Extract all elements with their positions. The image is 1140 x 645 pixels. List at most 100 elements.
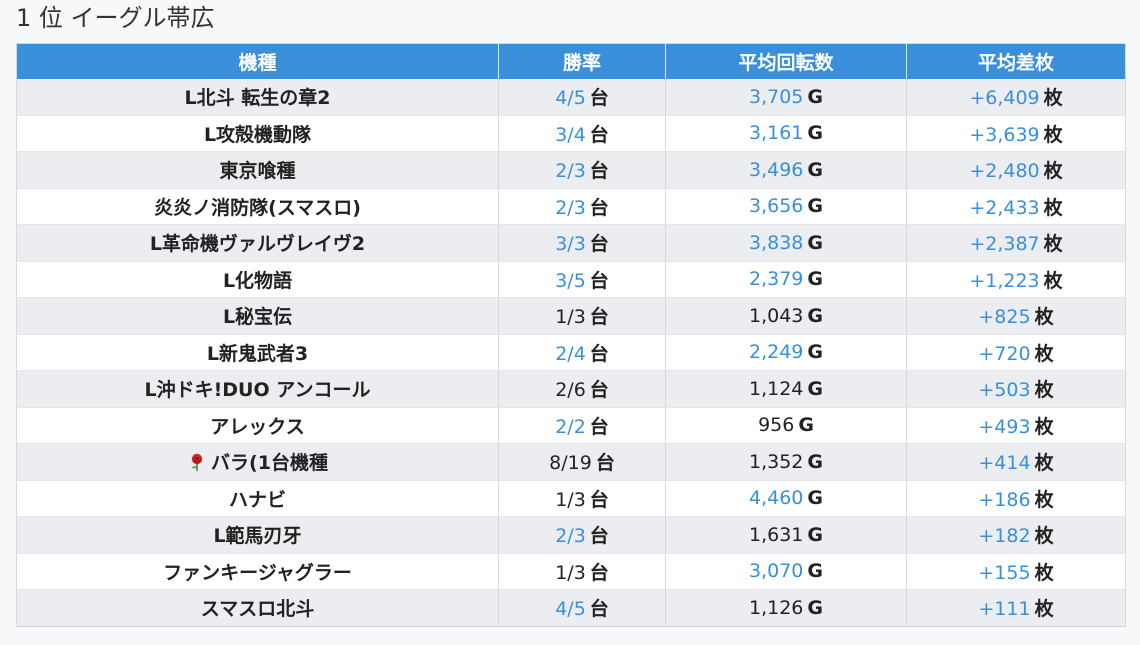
table-row[interactable]: L沖ドキ!DUO アンコール 2/6 台 1,124 G +503 枚 xyxy=(16,370,1126,408)
avg-spins-cell-unit: G xyxy=(807,195,823,218)
table-row[interactable]: L化物語 3/5 台 2,379 G +1,223 枚 xyxy=(16,261,1126,298)
avg-diff-cell-unit: 枚 xyxy=(1043,269,1063,292)
avg-diff-cell-value: +186 xyxy=(978,488,1031,511)
avg-diff-cell: +414 枚 xyxy=(906,443,1126,481)
avg-spins-cell: 2,249 G xyxy=(665,334,907,371)
machine-cell: L新鬼武者3 xyxy=(16,334,499,371)
avg-diff-cell-value: +155 xyxy=(978,561,1031,584)
avg-spins-cell: 1,043 G xyxy=(665,297,907,335)
avg-spins-cell: 3,656 G xyxy=(665,188,907,225)
avg-diff-cell: +186 枚 xyxy=(906,480,1126,517)
win-rate-cell: 2/6 台 xyxy=(498,370,666,408)
avg-diff-cell-unit: 枚 xyxy=(1034,561,1054,584)
win-rate-cell-unit: 台 xyxy=(589,233,609,256)
column-header-avg-spins[interactable]: 平均回転数 xyxy=(665,43,907,79)
table-row[interactable]: L新鬼武者3 2/4 台 2,249 G +720 枚 xyxy=(16,334,1126,371)
win-rate-cell-unit: 台 xyxy=(589,379,609,402)
avg-spins-cell-unit: G xyxy=(807,85,823,108)
table-row[interactable]: L範馬刃牙 2/3 台 1,631 G +182 枚 xyxy=(16,516,1126,554)
avg-spins-cell-value: 1,124 xyxy=(748,377,804,400)
table-row[interactable]: L秘宝伝 1/3 台 1,043 G +825 枚 xyxy=(16,297,1126,335)
avg-spins-cell: 1,124 G xyxy=(665,370,907,408)
machine-name: L新鬼武者3 xyxy=(206,342,309,365)
avg-spins-cell-unit: G xyxy=(807,268,823,291)
avg-diff-cell-value: +6,409 xyxy=(969,87,1040,110)
avg-spins-cell: 1,126 G xyxy=(665,589,907,627)
win-rate-cell-value: 3/4 xyxy=(555,123,586,146)
avg-diff-cell: +111 枚 xyxy=(906,589,1126,627)
win-rate-cell-unit: 台 xyxy=(589,561,609,584)
win-rate-cell-unit: 台 xyxy=(589,488,609,511)
win-rate-cell-unit: 台 xyxy=(589,160,609,183)
avg-spins-cell-unit: G xyxy=(807,341,823,364)
machine-cell: L革命機ヴァルヴレイヴ2 xyxy=(16,224,499,262)
avg-diff-cell-unit: 枚 xyxy=(1034,452,1054,475)
avg-diff-cell: +2,433 枚 xyxy=(906,188,1126,225)
win-rate-cell: 2/3 台 xyxy=(498,151,666,189)
table-row[interactable]: 炎炎ノ消防隊(スマスロ) 2/3 台 3,656 G +2,433 枚 xyxy=(16,188,1126,225)
avg-diff-cell-unit: 枚 xyxy=(1034,598,1054,621)
avg-spins-cell-value: 1,126 xyxy=(748,596,804,619)
column-header-machine[interactable]: 機種 xyxy=(16,43,499,79)
avg-diff-cell-value: +111 xyxy=(978,598,1031,621)
table-row[interactable]: アレックス 2/2 台 956 G +493 枚 xyxy=(16,407,1126,444)
table-body: L北斗 転生の章2 4/5 台 3,705 G +6,409 枚 L攻殻機動隊 3/4 台 3,16… xyxy=(16,79,1126,627)
win-rate-cell-value: 4/5 xyxy=(555,598,586,621)
table-row[interactable]: L攻殻機動隊 3/4 台 3,161 G +3,639 枚 xyxy=(16,115,1126,152)
avg-spins-cell-value: 3,161 xyxy=(748,122,804,145)
avg-spins-cell-value: 956 xyxy=(758,414,795,437)
avg-spins-cell-unit: G xyxy=(807,158,823,181)
win-rate-cell-unit: 台 xyxy=(589,342,609,365)
table-row[interactable]: スマスロ北斗 4/5 台 1,126 G +111 枚 xyxy=(16,589,1126,627)
avg-spins-cell-value: 1,631 xyxy=(748,523,804,546)
avg-diff-cell: +182 枚 xyxy=(906,516,1126,554)
avg-spins-cell: 956 G xyxy=(665,407,907,444)
avg-spins-cell-unit: G xyxy=(807,231,823,254)
column-header-avg-diff[interactable]: 平均差枚 xyxy=(906,43,1126,79)
win-rate-cell: 3/3 台 xyxy=(498,224,666,262)
avg-diff-cell-value: +2,387 xyxy=(969,233,1040,256)
machine-name: ハナビ xyxy=(228,488,286,511)
machine-cell: 炎炎ノ消防隊(スマスロ) xyxy=(16,188,499,225)
avg-spins-cell-unit: G xyxy=(807,450,823,473)
win-rate-cell-unit: 台 xyxy=(589,269,609,292)
avg-diff-cell-unit: 枚 xyxy=(1034,525,1054,548)
win-rate-cell: 4/5 台 xyxy=(498,589,666,627)
avg-diff-cell: +6,409 枚 xyxy=(906,79,1126,116)
avg-diff-cell: +493 枚 xyxy=(906,407,1126,444)
win-rate-cell-value: 1/3 xyxy=(555,561,586,584)
avg-diff-cell-unit: 枚 xyxy=(1034,415,1054,438)
win-rate-cell: 4/5 台 xyxy=(498,79,666,116)
win-rate-cell-value: 2/6 xyxy=(555,379,586,402)
win-rate-cell: 3/5 台 xyxy=(498,261,666,298)
win-rate-cell-value: 1/3 xyxy=(555,306,586,329)
win-rate-cell-unit: 台 xyxy=(589,87,609,110)
win-rate-cell-unit: 台 xyxy=(589,196,609,219)
avg-spins-cell-value: 2,249 xyxy=(748,341,804,364)
table-row[interactable]: ハナビ 1/3 台 4,460 G +186 枚 xyxy=(16,480,1126,517)
machine-cell: 東京喰種 xyxy=(16,151,499,189)
table-row[interactable]: L北斗 転生の章2 4/5 台 3,705 G +6,409 枚 xyxy=(16,79,1126,116)
machine-cell: L北斗 転生の章2 xyxy=(16,79,499,116)
win-rate-cell: 2/3 台 xyxy=(498,516,666,554)
table-row[interactable]: ファンキージャグラー 1/3 台 3,070 G +155 枚 xyxy=(16,553,1126,590)
avg-diff-cell-value: +503 xyxy=(978,379,1031,402)
avg-spins-cell-unit: G xyxy=(807,122,823,145)
win-rate-cell: 1/3 台 xyxy=(498,480,666,517)
win-rate-cell-unit: 台 xyxy=(589,415,609,438)
avg-diff-cell-value: +182 xyxy=(978,525,1031,548)
table-header-row: 機種 勝率 平均回転数 平均差枚 xyxy=(16,43,1126,79)
table-row[interactable]: L革命機ヴァルヴレイヴ2 3/3 台 3,838 G +2,387 枚 xyxy=(16,224,1126,262)
avg-spins-cell-unit: G xyxy=(807,377,823,400)
win-rate-cell-value: 2/3 xyxy=(555,196,586,219)
avg-diff-cell-value: +2,480 xyxy=(969,160,1040,183)
avg-spins-cell: 1,631 G xyxy=(665,516,907,554)
avg-diff-cell-value: +493 xyxy=(978,415,1031,438)
table-row[interactable]: 東京喰種 2/3 台 3,496 G +2,480 枚 xyxy=(16,151,1126,189)
table-row[interactable]: バラ(1台機種 8/19 台 1,352 G +414 枚 xyxy=(16,443,1126,481)
column-header-win-rate[interactable]: 勝率 xyxy=(498,43,666,79)
avg-spins-cell-unit: G xyxy=(807,560,823,583)
avg-spins-cell: 3,705 G xyxy=(665,79,907,116)
avg-diff-cell-value: +825 xyxy=(978,306,1031,329)
avg-spins-cell: 1,352 G xyxy=(665,443,907,481)
